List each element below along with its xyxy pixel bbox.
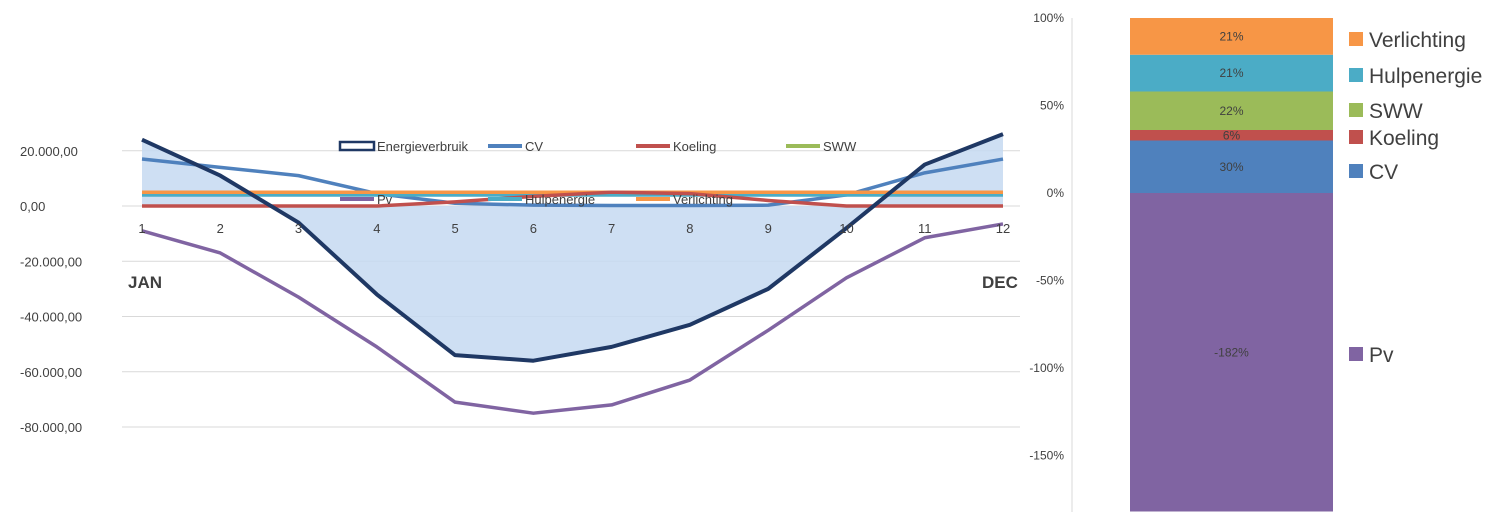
y-axis-percent-labels: 100% 50% 0% -50% -100% -150% <box>1029 11 1064 463</box>
x-tick-label: 4 <box>373 221 380 236</box>
bar-label-koeling: 6% <box>1223 128 1241 142</box>
bar-segment-verlichting <box>1130 18 1333 55</box>
series-line-koeling <box>142 190 1003 208</box>
legend-label-verlichting: Verlichting <box>673 192 733 207</box>
legend-swatch-sww <box>1349 103 1363 117</box>
series-line-energieverbruik <box>141 132 1004 363</box>
x-tick-label: 12 <box>996 221 1010 236</box>
bar-segment-pv <box>1130 193 1333 512</box>
y-tick-label: 20.000,00 <box>20 144 78 159</box>
legend-label-hulpenergie: Hulpenergie <box>525 192 595 207</box>
legend-label-hulpenergie: Hulpenergie <box>1369 65 1482 88</box>
x-start-marker: JAN <box>128 273 162 292</box>
x-tick-label: 11 <box>918 221 932 236</box>
bar-segment-cv <box>1130 140 1333 193</box>
legend-label-cv: CV <box>1369 161 1398 184</box>
bar-segment-koeling <box>1130 130 1333 141</box>
legend-label-sww: SWW <box>1369 100 1423 123</box>
stacked-bar-segments: 30% 6% 22% 21% 21% -182% <box>1130 18 1333 512</box>
line-chart-legend: Energieverbruik CV Koeling SWW Pv Hulpenergie… <box>338 139 857 207</box>
energieverbruik-area <box>142 134 1003 361</box>
legend-label-cv: CV <box>525 139 543 154</box>
legend-label-pv: Pv <box>1369 344 1394 367</box>
y-tick-label: -100% <box>1029 361 1064 375</box>
series-line-pv <box>141 222 1004 415</box>
monthly-energy-line-chart: 20.000,00 0,00 -20.000,00 -40.000,00 -60.000… <box>20 132 1020 435</box>
legend-swatch-energieverbruik <box>338 140 376 152</box>
legend-swatch-verlichting <box>1349 32 1363 46</box>
x-tick-label: 6 <box>530 221 537 236</box>
stacked-bar-legend: CV Koeling SWW Hulpenergie Verlichting Pv <box>1349 29 1482 367</box>
y-tick-label: -80.000,00 <box>20 420 82 435</box>
y-tick-label: 100% <box>1033 11 1064 25</box>
x-tick-label: 5 <box>451 221 458 236</box>
legend-swatch-hulpenergie <box>1349 68 1363 82</box>
legend-label-pv: Pv <box>377 192 393 207</box>
x-tick-label: 1 <box>138 221 145 236</box>
y-tick-label: -150% <box>1029 449 1064 463</box>
x-tick-label: 3 <box>295 221 302 236</box>
y-tick-label: 50% <box>1040 99 1064 113</box>
legend-swatch-pv <box>1349 347 1363 361</box>
legend-label-sww: SWW <box>823 139 857 154</box>
bar-label-sww: 22% <box>1219 104 1243 118</box>
stacked-share-bar-chart: 100% 50% 0% -50% -100% -150% 30% 6% 22% 21% 21% -1… <box>1029 11 1482 512</box>
legend-swatch-cv <box>1349 164 1363 178</box>
x-axis-tick-labels: 1 2 3 4 5 6 7 8 9 10 11 12 <box>138 221 1010 236</box>
x-tick-label: 8 <box>686 221 693 236</box>
x-tick-label: 7 <box>608 221 615 236</box>
bar-segment-sww <box>1130 91 1333 130</box>
y-tick-label: -50% <box>1036 274 1064 288</box>
bar-label-cv: 30% <box>1219 160 1243 174</box>
legend-label-energieverbruik: Energieverbruik <box>377 139 469 154</box>
y-axis-tick-labels: 20.000,00 0,00 -20.000,00 -40.000,00 -60.000… <box>20 144 82 435</box>
x-end-marker: DEC <box>982 273 1018 292</box>
x-tick-label: 10 <box>839 221 853 236</box>
x-tick-label: 2 <box>217 221 224 236</box>
bar-label-pv: -182% <box>1214 345 1249 359</box>
bar-label-verlichting: 21% <box>1219 29 1243 43</box>
y-tick-label: -60.000,00 <box>20 365 82 380</box>
y-tick-label: 0% <box>1047 186 1065 200</box>
energieverbruik-area-fill <box>142 134 1003 361</box>
legend-label-koeling: Koeling <box>1369 127 1439 150</box>
bar-label-hulpenergie: 21% <box>1219 66 1243 80</box>
y-tick-label: 0,00 <box>20 199 45 214</box>
legend-label-verlichting: Verlichting <box>1369 29 1466 52</box>
series-lines <box>141 132 1004 415</box>
y-tick-label: -20.000,00 <box>20 254 82 269</box>
y-tick-label: -40.000,00 <box>20 310 82 325</box>
legend-swatch-koeling <box>1349 130 1363 144</box>
legend-label-koeling: Koeling <box>673 139 716 154</box>
x-tick-label: 9 <box>765 221 772 236</box>
bar-segment-hulpenergie <box>1130 54 1333 92</box>
